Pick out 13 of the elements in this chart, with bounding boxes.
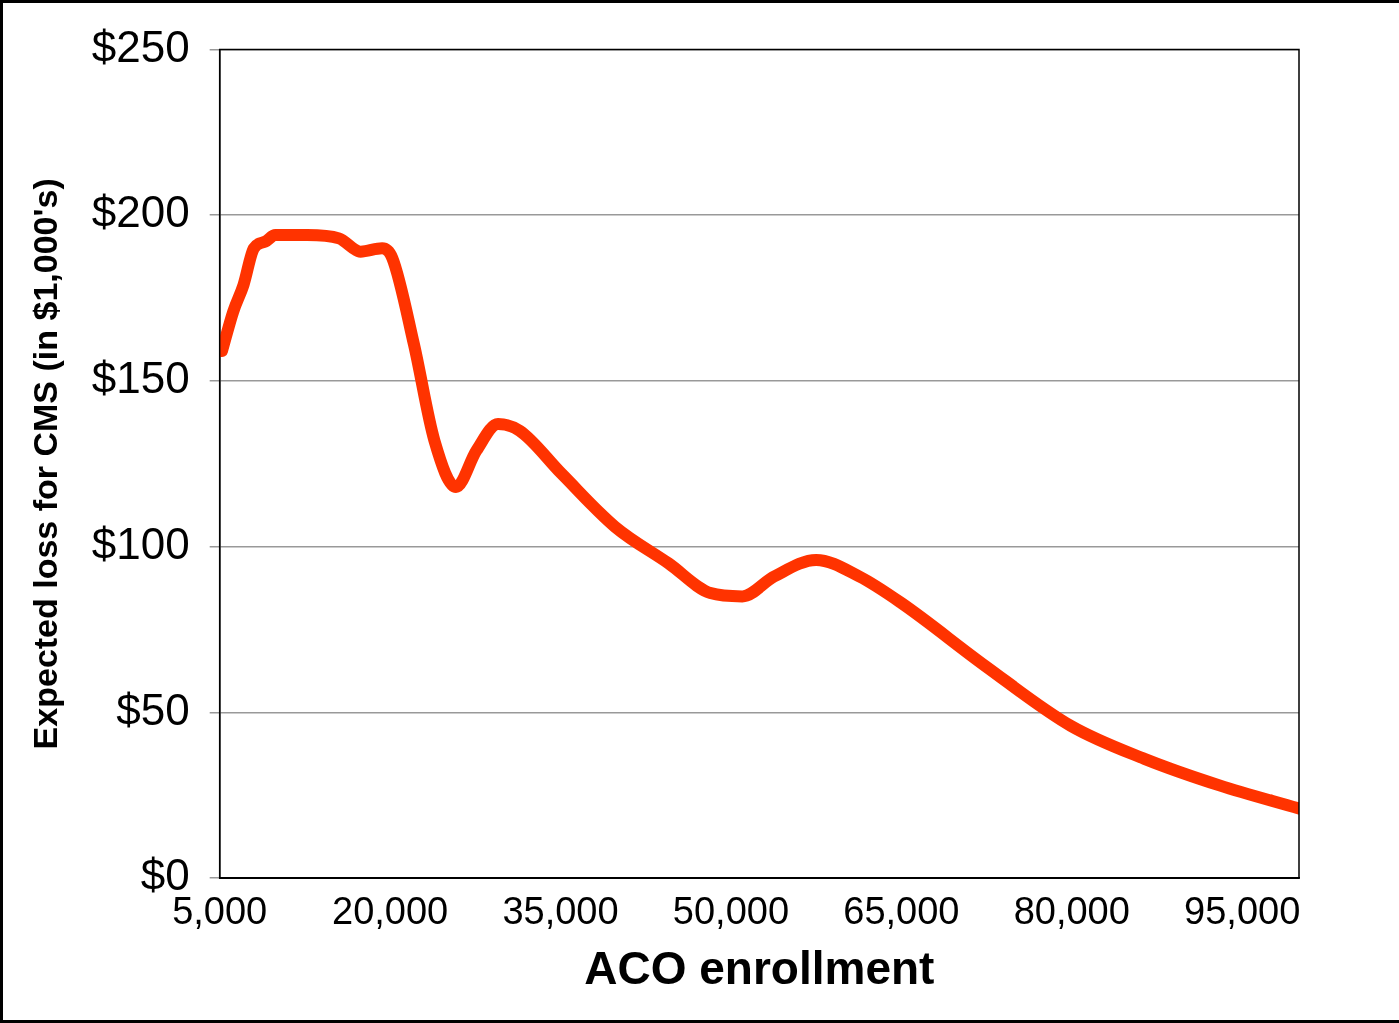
x-axis-title: ACO enrollment xyxy=(584,942,935,995)
y-axis-title: Expected loss for CMS (in $1,000's) xyxy=(25,178,64,750)
x-tick-label: 80,000 xyxy=(1013,890,1130,933)
x-tick-label: 35,000 xyxy=(502,890,619,933)
y-tick-label: $150 xyxy=(91,353,190,403)
y-tick-label: $50 xyxy=(116,684,190,734)
x-tick-label: 65,000 xyxy=(843,890,960,933)
x-tick-label: 95,000 xyxy=(1184,890,1301,933)
y-tick-label: $100 xyxy=(91,518,190,568)
x-tick-label: 50,000 xyxy=(672,890,790,933)
y-tick-label: $250 xyxy=(91,21,190,71)
y-tick-label: $200 xyxy=(91,187,190,237)
x-tick-label: 20,000 xyxy=(331,890,449,933)
